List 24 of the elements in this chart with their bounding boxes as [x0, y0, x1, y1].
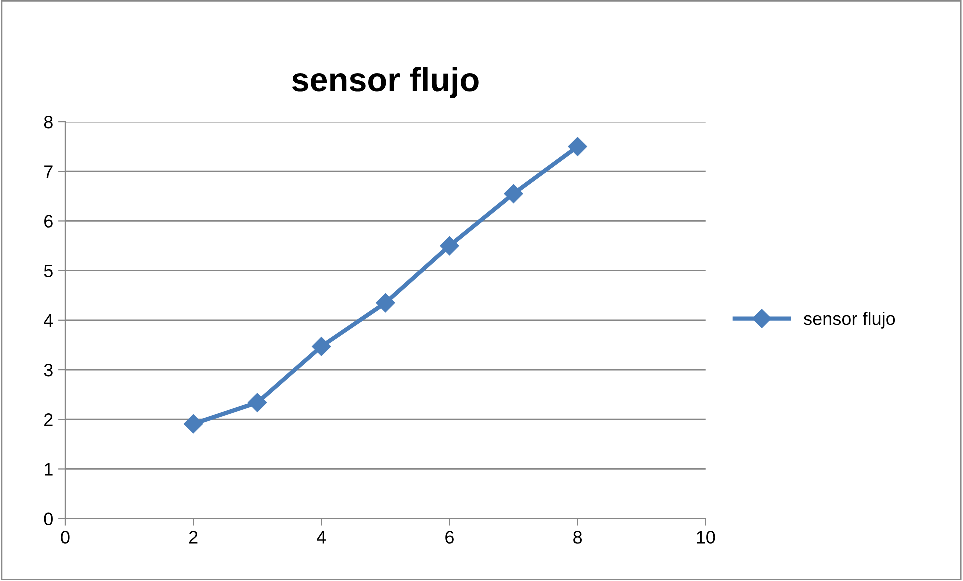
y-tick-label: 8	[44, 116, 53, 129]
point	[312, 337, 332, 356]
y-tick-label: 3	[44, 364, 53, 377]
x-tick-label: 2	[189, 531, 198, 544]
point	[504, 184, 524, 204]
point	[184, 414, 204, 434]
y-tick-label: 1	[45, 463, 53, 476]
y-tick-label: 0	[44, 512, 53, 526]
y-tick-label: 2	[44, 414, 53, 426]
x-tick-label: 0	[61, 531, 70, 544]
legend-label: sensor flujo	[804, 312, 896, 329]
y-tick-label: 7	[44, 166, 53, 178]
y-tick-label: 5	[44, 264, 53, 278]
y-tick-label: 4	[44, 314, 54, 327]
point	[440, 236, 460, 256]
x-tick-label: 4	[317, 531, 326, 544]
y-tick-label: 6	[44, 215, 53, 228]
point	[248, 393, 268, 412]
x-tick-label: 10	[697, 531, 716, 544]
x-tick-label: 6	[446, 531, 454, 544]
point	[568, 137, 588, 156]
x-tick-label: 8	[574, 531, 582, 544]
chart-title: sensor flujo	[292, 67, 479, 98]
point	[376, 294, 396, 313]
